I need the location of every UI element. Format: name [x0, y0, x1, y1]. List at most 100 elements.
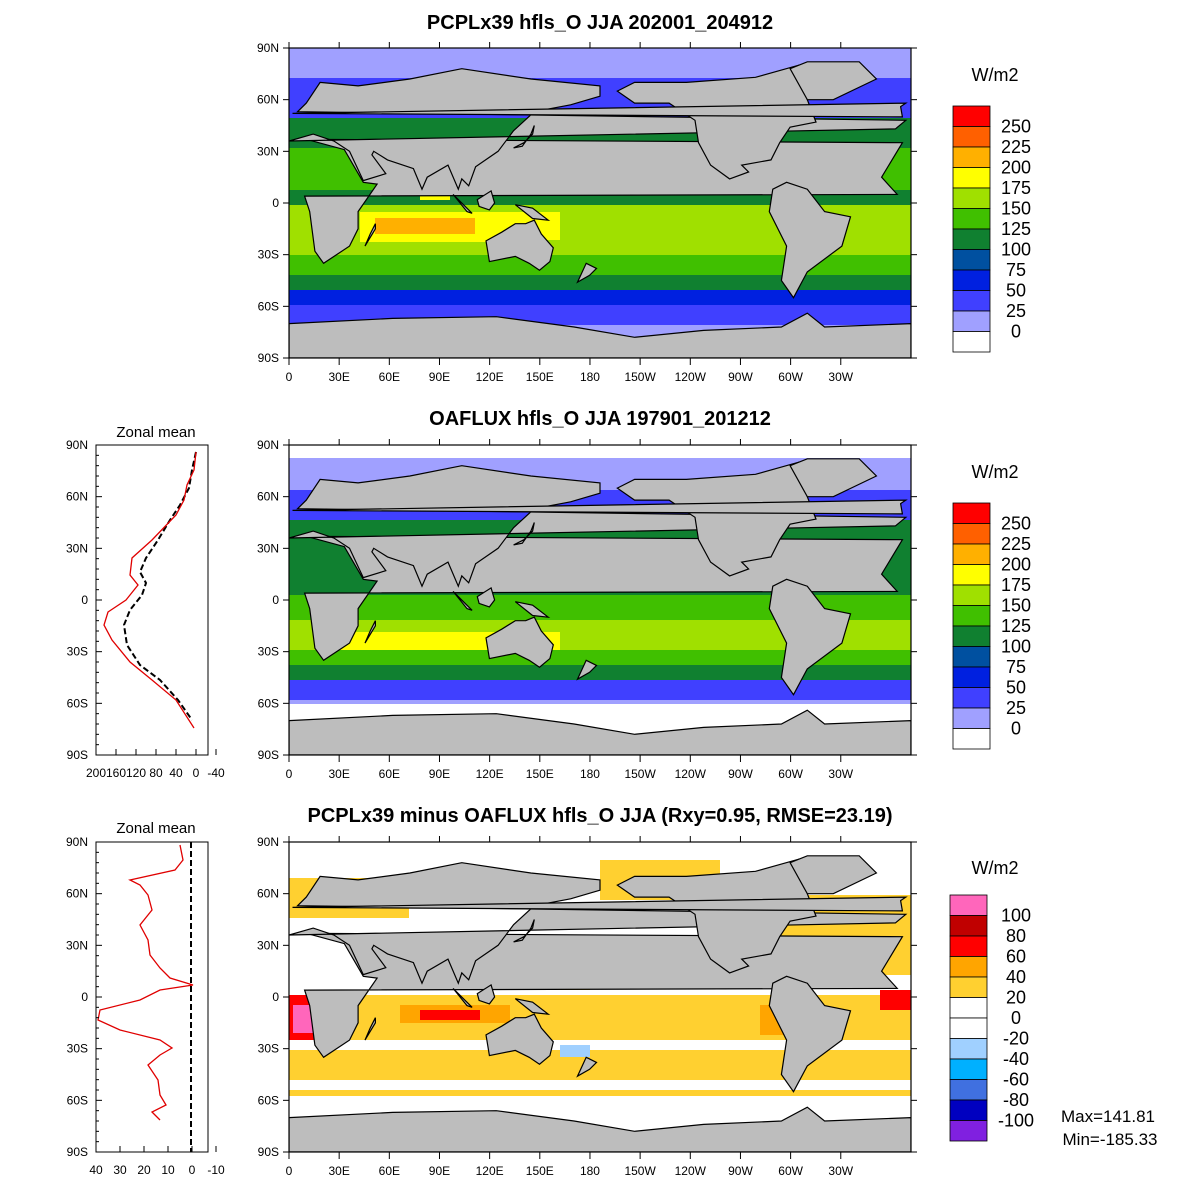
lon-label: 150W: [624, 1164, 656, 1178]
colorbar-label: 20: [1006, 988, 1026, 1008]
zonal-title: Zonal mean: [116, 820, 195, 837]
colorbar-box: [952, 523, 991, 545]
colorbar-box: [952, 666, 991, 688]
land-polygon: [476, 983, 496, 1005]
colorbar-label: 100: [1001, 906, 1031, 926]
lon-label: 0: [286, 1164, 293, 1178]
lon-axis: 0 30E 60E 90E 120E 150E 180 150W 120W 90W 60W 30W: [286, 42, 854, 384]
land-polygon: [789, 61, 878, 101]
land-polygon: [485, 1013, 554, 1065]
land-polygon: [289, 465, 908, 588]
lon-label: 60W: [778, 767, 803, 781]
colorbar-label: 25: [1006, 698, 1026, 718]
lon-label: 150W: [624, 767, 656, 781]
land-polygon: [485, 219, 554, 271]
colorbar-box: [952, 605, 991, 627]
lon-label: 60E: [379, 1164, 400, 1178]
zonal-lat-label: 60S: [67, 696, 88, 710]
colorbar-label: 50: [1006, 281, 1026, 301]
lon-label: 0: [286, 370, 293, 384]
colorbar-box: [952, 269, 991, 291]
colorbar-box: [949, 1079, 988, 1101]
zonal-x-label: 80: [149, 766, 163, 780]
colorbar-label: 0: [1011, 719, 1021, 739]
lon-label: 180: [580, 370, 600, 384]
colorbar-box: [952, 728, 991, 750]
land-polygon: [789, 855, 878, 895]
panel-title: PCPLx39 minus OAFLUX hfls_O JJA (Rxy=0.9…: [307, 805, 892, 827]
lat-axis: 90N 60N 30N 0 30S 60S 90S: [257, 438, 917, 762]
zonal-x-label: 30: [113, 1163, 127, 1177]
land-polygon: [789, 458, 878, 498]
land-polygon: [292, 102, 908, 118]
colorbar-box: [952, 687, 991, 709]
colorbar-units: W/m2: [972, 858, 1019, 878]
land-polygon: [513, 522, 535, 546]
panel-title: OAFLUX hfls_O JJA 197901_201212: [429, 408, 771, 430]
lat-label: 90N: [257, 41, 279, 55]
zonal-model-line: [103, 451, 197, 729]
zonal-lat-label: 30S: [67, 645, 88, 659]
zonal-lat-label: 30N: [66, 938, 88, 952]
lon-label: 60E: [379, 767, 400, 781]
colorbar-box: [949, 1038, 988, 1060]
lon-label: 180: [580, 1164, 600, 1178]
lon-label: 120E: [476, 1164, 504, 1178]
colorbar-label: 100: [1001, 240, 1031, 260]
lon-label: 60W: [778, 370, 803, 384]
lon-label: 120W: [675, 1164, 707, 1178]
land-polygon: [768, 181, 852, 299]
lat-label: 30S: [258, 645, 279, 659]
panel-obs: OAFLUX hfls_O JJA 197901_201212 90N 60N 30…: [66, 408, 1031, 781]
colorbar-label: 80: [1006, 926, 1026, 946]
zonal-x-label: 0: [193, 766, 200, 780]
land-polygon: [616, 461, 817, 577]
lat-label: 60N: [257, 887, 279, 901]
lat-label: 30S: [258, 1042, 279, 1056]
colorbar-label: 100: [1001, 637, 1031, 657]
lon-label: 30W: [828, 1164, 853, 1178]
lon-label: 120E: [476, 370, 504, 384]
lon-axis: 0 30E 60E 90E 120E 150E 180 150W 120W 90W 60W 30W: [286, 836, 854, 1178]
lat-label: 90N: [257, 835, 279, 849]
zonal-lat-label: 90S: [67, 748, 88, 762]
lat-label: 90S: [258, 1145, 279, 1159]
colorbar-box: [949, 935, 988, 957]
lon-label: 30W: [828, 370, 853, 384]
land-polygon: [289, 709, 911, 755]
zonal-lat-label: 90S: [67, 1145, 88, 1159]
lon-label: 90W: [728, 1164, 753, 1178]
min-label: Min=-185.33: [1063, 1130, 1158, 1149]
zonal-lat-axis: 90N 60N 30N 0 30S 60S 90S: [66, 438, 102, 762]
colorbar-label: 225: [1001, 534, 1031, 554]
zonal-lat-label: 30N: [66, 541, 88, 555]
colorbar-label: 125: [1001, 616, 1031, 636]
zonal-x-label: -10: [207, 1163, 225, 1177]
land-polygon: [476, 189, 496, 211]
lat-label: 60S: [258, 696, 279, 710]
land-polygon: [364, 620, 376, 644]
lon-label: 150E: [526, 1164, 554, 1178]
colorbar-box: [952, 228, 991, 250]
colorbar-label: 60: [1006, 947, 1026, 967]
lat-label: 0: [272, 196, 279, 210]
lon-label: 90W: [728, 370, 753, 384]
land-polygon: [768, 578, 852, 696]
lon-label: 30W: [828, 767, 853, 781]
land-masses: [289, 61, 911, 358]
colorbar-label: 250: [1001, 117, 1031, 137]
zonal-mean-plot: Zonal mean 90N 60N 30N 0 30S 60S 90S 40 30 20 10 0…: [66, 820, 225, 1177]
lon-label: 150W: [624, 370, 656, 384]
colorbar-label: -100: [998, 1111, 1034, 1131]
lon-label: 120W: [675, 370, 707, 384]
lon-label: 60E: [379, 370, 400, 384]
colorbar-box: [952, 167, 991, 189]
lon-label: 90W: [728, 767, 753, 781]
colorbar-label: 225: [1001, 137, 1031, 157]
colorbar-box: [952, 707, 991, 729]
colorbar-label: 200: [1001, 158, 1031, 178]
colorbar-label: 125: [1001, 219, 1031, 239]
lon-label: 180: [580, 767, 600, 781]
